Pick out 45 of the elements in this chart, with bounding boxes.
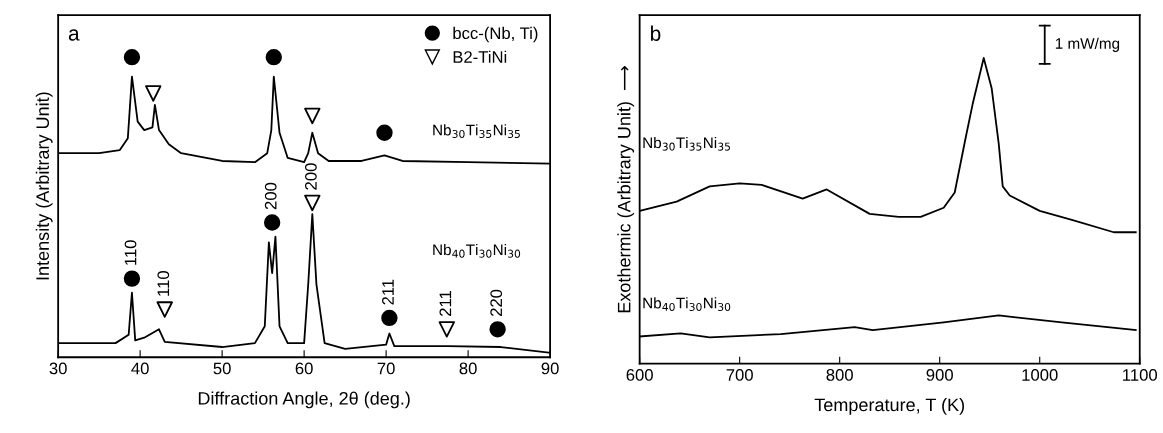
text: 1 mW/mg [1055, 37, 1120, 52]
legend-label: B2-TiNi [453, 50, 507, 63]
x-tick-label: 30 [49, 362, 67, 375]
point [376, 124, 393, 141]
point [265, 48, 282, 66]
point [156, 301, 173, 318]
x-tick-label: 1000 [1022, 369, 1058, 381]
x-tick-label: 60 [295, 362, 313, 375]
x-tick-label: 700 [726, 369, 753, 381]
annotation: 211 [382, 279, 394, 305]
x-axis-title: Temperature, T (K) [814, 398, 965, 415]
point [489, 321, 506, 338]
x-tick-label: 70 [377, 362, 395, 375]
point [304, 194, 321, 212]
point [304, 107, 321, 125]
annotation: Nb$_{30}$Ti$_{35}$Ni$_{35}$ [433, 124, 520, 138]
y-axis-title: Exothermic (Arbitrary Unit) ⟶ [617, 66, 635, 313]
annotation: 211 [439, 291, 452, 316]
legend-label: bcc-(Nb, Ti) [453, 26, 538, 43]
annotation: 220 [490, 289, 503, 316]
annotation: 110 [157, 271, 170, 296]
annotation: 200 [264, 182, 277, 210]
annotation: Nb$_{30}$Ti$_{35}$Ni$_{35}$ [643, 136, 730, 151]
x-axis-title: Diffraction Angle, 2θ (deg.) [198, 391, 410, 409]
text: a [68, 29, 80, 41]
x-tick-label: 90 [541, 362, 559, 375]
point [123, 48, 141, 66]
x-tick-label: 40 [131, 362, 149, 375]
point [145, 85, 162, 102]
point [123, 270, 141, 287]
x-tick-label: 1100 [1123, 369, 1158, 381]
annotation: 110 [124, 240, 137, 265]
point [381, 309, 398, 327]
annotation: 200 [305, 163, 317, 190]
y-axis-title: Intensity (Arbitrary Unit) [35, 92, 53, 280]
annotation: Nb$_{40}$Ti$_{30}$Ni$_{30}$ [643, 297, 731, 311]
x-tick-label: 600 [626, 369, 653, 381]
x-tick-label: 50 [213, 362, 231, 375]
point [263, 214, 281, 231]
point [438, 321, 455, 338]
annotation: Nb$_{40}$Ti$_{30}$Ni$_{30}$ [433, 243, 521, 258]
x-tick-label: 800 [826, 369, 853, 381]
x-tick-label: 900 [926, 369, 953, 381]
text: b [651, 25, 661, 41]
x-tick-label: 80 [459, 362, 477, 375]
